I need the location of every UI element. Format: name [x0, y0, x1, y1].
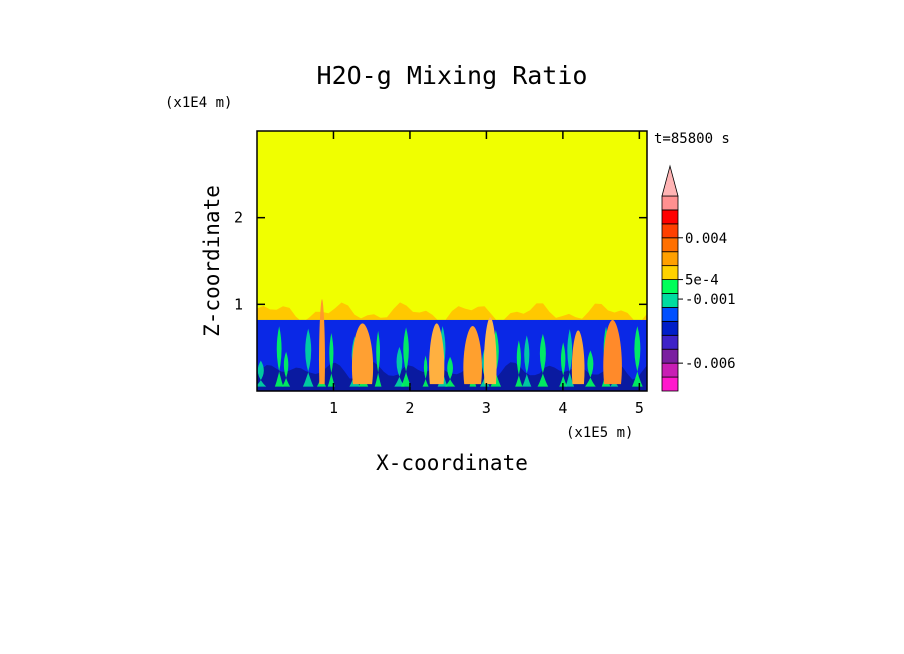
colorbar-level: [661, 209, 679, 225]
plume: [571, 330, 585, 385]
x-tick-label: 4: [558, 399, 567, 417]
filament: [565, 329, 575, 387]
x-axis: 1 2 3 4 5: [329, 131, 644, 417]
x-tick-label: 3: [482, 399, 491, 417]
colorbar-level: [661, 279, 679, 294]
y-tick-label: 1: [234, 295, 243, 313]
y-tick-label: 2: [234, 209, 243, 227]
filament: [302, 328, 314, 387]
filament: [257, 360, 267, 387]
colorbar-level: [661, 265, 679, 280]
colorbar-level: [661, 348, 679, 364]
filament: [282, 351, 291, 387]
mixing-band: [257, 302, 647, 323]
filament: [444, 356, 456, 387]
plume: [603, 319, 622, 385]
y-axis: 12: [234, 209, 647, 313]
x-tick-label: 2: [405, 399, 414, 417]
plume: [429, 323, 445, 385]
time-label: t=85800 s: [654, 131, 730, 147]
y-axis-label: Z-coordinate: [200, 185, 224, 337]
colorbar-level: [661, 195, 679, 211]
filament: [327, 332, 336, 387]
colorbar-level: [661, 376, 679, 392]
colorbar-level: [661, 293, 679, 308]
filament: [559, 342, 568, 387]
colorbar-level: [661, 223, 679, 239]
filament: [374, 330, 382, 387]
colorbar-level: [661, 334, 679, 350]
filament: [515, 340, 523, 387]
colorbar-level: [661, 362, 679, 378]
colorbar: 0.004 5e-4 -0.001 -0.006: [661, 164, 736, 392]
colorbar-level: [661, 320, 679, 336]
chart-title: H2O-g Mixing Ratio: [317, 61, 588, 90]
filament: [401, 327, 412, 387]
plot-area: [257, 131, 647, 391]
plume: [351, 323, 374, 385]
colorbar-extend-arrow: [661, 164, 679, 197]
colorbar-level: [661, 307, 679, 322]
x-tick-label: 1: [329, 399, 338, 417]
plume: [483, 317, 497, 385]
colorbar-label: 0.004: [685, 231, 727, 247]
filament: [632, 326, 643, 387]
filament: [585, 350, 596, 387]
filament: [394, 346, 405, 387]
filament: [274, 326, 284, 387]
filament: [537, 333, 549, 387]
x-units-label: (x1E5 m): [566, 425, 633, 441]
colorbar-level: [661, 251, 679, 267]
colorbar-label: -0.001: [685, 292, 736, 308]
x-tick-label: 5: [635, 399, 644, 417]
colorbar-level: [661, 237, 679, 253]
colorbar-label: -0.006: [685, 356, 736, 372]
plot-frame: [256, 130, 648, 392]
x-axis-label: X-coordinate: [376, 451, 528, 475]
filament: [522, 335, 532, 387]
colorbar-label: 5e-4: [685, 273, 719, 289]
plume: [319, 299, 325, 385]
y-units-label: (x1E4 m): [165, 95, 232, 111]
plume: [463, 326, 482, 385]
filament: [422, 355, 429, 387]
